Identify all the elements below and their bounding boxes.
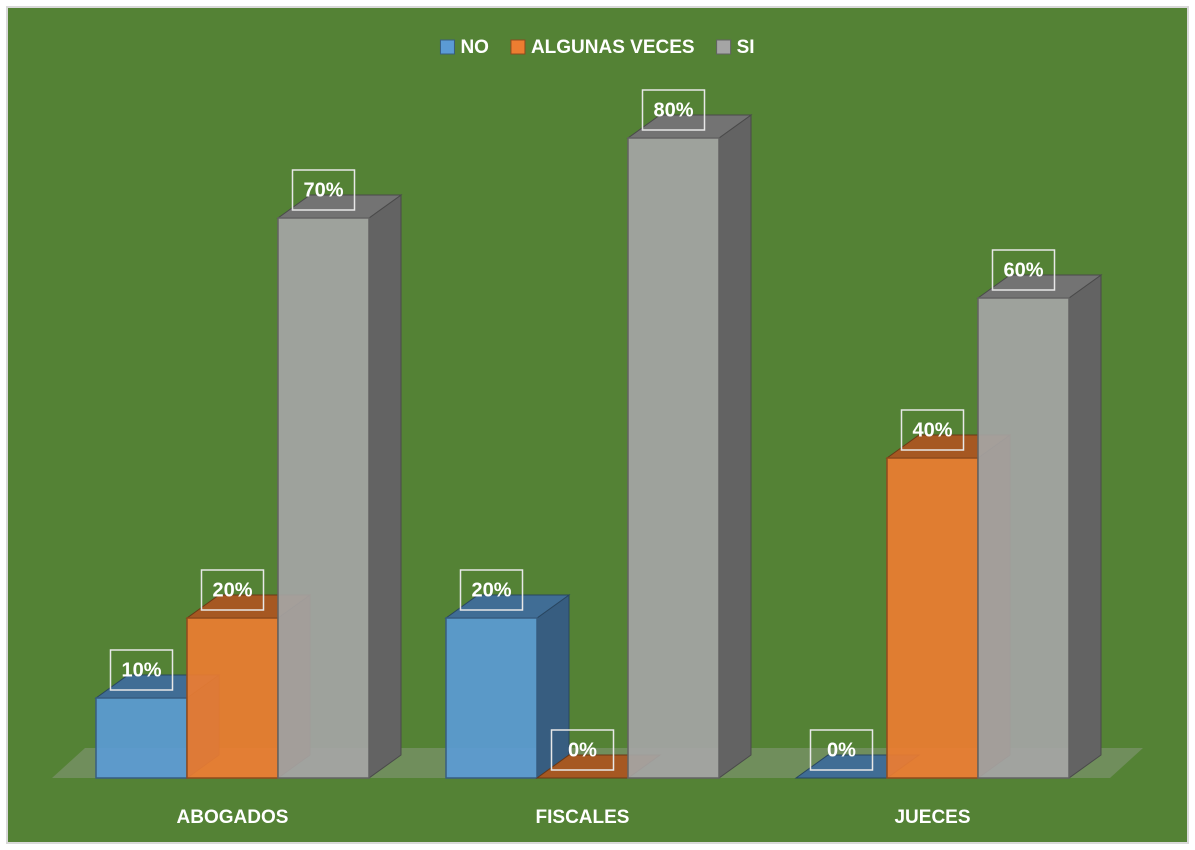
legend-swatch: [439, 39, 455, 55]
data-label: 60%: [1003, 259, 1043, 281]
legend-label: NO: [460, 37, 489, 58]
data-label: 10%: [121, 659, 161, 681]
bar: [977, 297, 1070, 779]
bar: [445, 617, 538, 779]
data-label-box: [550, 729, 615, 771]
legend-swatch: [510, 39, 526, 55]
bar: [886, 457, 979, 779]
legend: NO ALGUNAS VECES SI: [439, 37, 755, 58]
data-label: 20%: [471, 579, 511, 601]
bar: [186, 617, 279, 779]
x-tick-label: FISCALES: [536, 807, 630, 828]
data-label: 80%: [653, 99, 693, 121]
data-label: 20%: [212, 579, 252, 601]
data-label-box: [200, 569, 265, 611]
legend-swatch: [716, 39, 732, 55]
x-tick-label: ABOGADOS: [177, 807, 289, 828]
bar: [95, 697, 188, 779]
x-tick-label: JUECES: [894, 807, 970, 828]
bar-side: [718, 114, 752, 779]
bar-side: [368, 194, 402, 779]
data-label-box: [291, 169, 356, 211]
data-label-box: [109, 649, 174, 691]
data-label: 70%: [303, 179, 343, 201]
data-label-box: [641, 89, 706, 131]
bar-side: [536, 594, 570, 779]
data-label-box: [459, 569, 524, 611]
data-label-box: [991, 249, 1056, 291]
data-label: 40%: [912, 419, 952, 441]
bar-side: [1068, 274, 1102, 779]
bar: [627, 137, 720, 779]
data-label: 0%: [827, 739, 856, 761]
data-label-box: [900, 409, 965, 451]
data-label: 0%: [568, 739, 597, 761]
legend-label: ALGUNAS VECES: [531, 37, 695, 58]
data-label-box: [809, 729, 874, 771]
bar: [277, 217, 370, 779]
legend-label: SI: [737, 37, 755, 58]
